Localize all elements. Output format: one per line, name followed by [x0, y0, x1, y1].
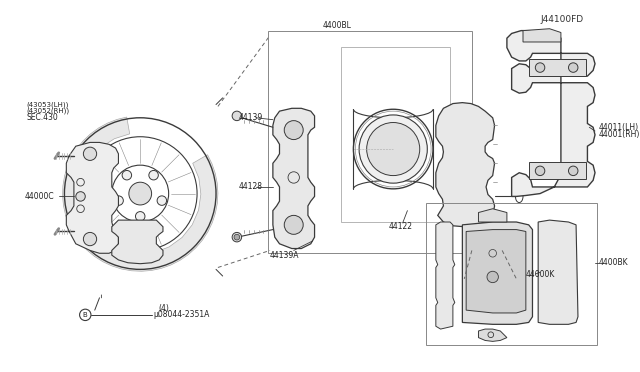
Polygon shape: [63, 117, 218, 271]
Bar: [426, 203, 597, 345]
Text: (43053(LH)): (43053(LH)): [26, 101, 69, 108]
Circle shape: [284, 121, 303, 140]
Circle shape: [157, 196, 166, 205]
Polygon shape: [67, 142, 118, 253]
Text: SEC.430: SEC.430: [26, 113, 58, 122]
Bar: [529, 162, 586, 179]
Circle shape: [367, 122, 420, 176]
Circle shape: [83, 232, 97, 246]
Polygon shape: [273, 108, 315, 248]
Polygon shape: [479, 209, 507, 222]
Circle shape: [535, 166, 545, 176]
Polygon shape: [436, 222, 455, 329]
Circle shape: [149, 170, 158, 180]
Text: µ08044-2351A: µ08044-2351A: [154, 310, 210, 319]
Text: 44122: 44122: [388, 222, 412, 231]
Circle shape: [568, 63, 578, 72]
Circle shape: [487, 271, 499, 283]
Bar: [529, 59, 586, 76]
Text: 44139A: 44139A: [270, 251, 300, 260]
Polygon shape: [436, 103, 495, 227]
Polygon shape: [479, 329, 507, 341]
Text: (4): (4): [158, 304, 169, 313]
Text: 44000C: 44000C: [24, 192, 54, 201]
Text: 4400BK: 4400BK: [599, 258, 628, 267]
Circle shape: [114, 196, 124, 205]
Circle shape: [232, 232, 242, 242]
Text: J44100FD: J44100FD: [540, 15, 583, 24]
Text: 4400BL: 4400BL: [323, 21, 352, 31]
Polygon shape: [523, 29, 561, 42]
Text: 44000K: 44000K: [526, 270, 556, 279]
Bar: [268, 31, 472, 253]
Polygon shape: [466, 230, 526, 313]
Circle shape: [568, 166, 578, 176]
Text: (43052(RH)): (43052(RH)): [26, 108, 70, 115]
Bar: [341, 47, 450, 222]
Polygon shape: [507, 31, 595, 196]
Circle shape: [83, 147, 97, 160]
Circle shape: [129, 182, 152, 205]
Text: 44128: 44128: [239, 182, 263, 192]
Circle shape: [136, 212, 145, 221]
Polygon shape: [112, 220, 163, 264]
Polygon shape: [462, 222, 532, 324]
Circle shape: [284, 215, 303, 234]
Text: 44001(RH): 44001(RH): [599, 130, 640, 140]
Circle shape: [232, 111, 242, 121]
Text: 44139: 44139: [239, 113, 263, 122]
Circle shape: [122, 170, 132, 180]
Circle shape: [359, 115, 428, 183]
Text: 44011(LH): 44011(LH): [599, 123, 639, 132]
Circle shape: [76, 192, 85, 201]
Polygon shape: [538, 220, 578, 324]
Circle shape: [234, 234, 240, 240]
Circle shape: [535, 63, 545, 72]
Text: B: B: [82, 312, 86, 318]
